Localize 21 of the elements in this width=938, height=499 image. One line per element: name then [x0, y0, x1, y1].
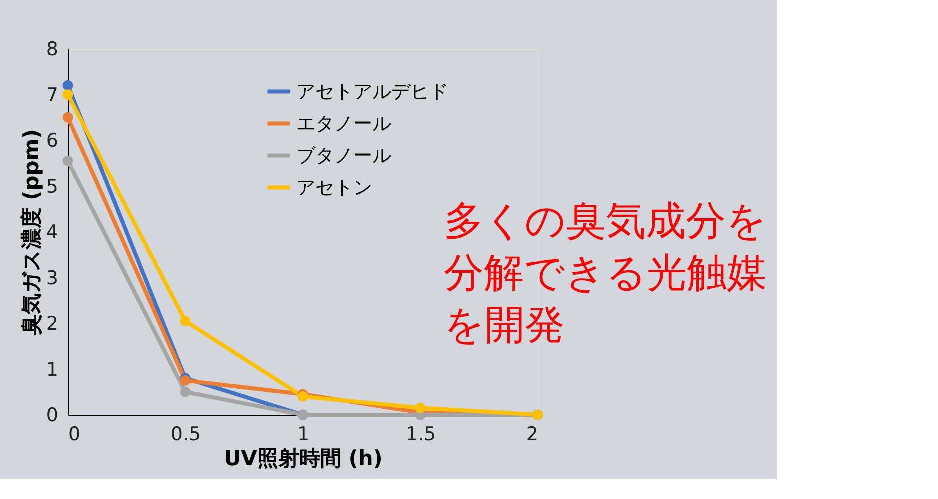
legend-label: アセトアルデヒド [296, 80, 448, 103]
x-tick-label: 2 [526, 424, 538, 446]
y-tick-label: 6 [46, 130, 58, 152]
y-tick-label: 4 [46, 222, 58, 244]
x-tick-label: 0 [68, 424, 81, 446]
y-tick-label: 3 [46, 267, 58, 290]
x-tick-label: 0.5 [170, 424, 202, 446]
x-axis-title: UV照射時間 (h) [224, 446, 383, 470]
y-axis-title: 臭気ガス濃度 (ppm) [19, 129, 44, 337]
x-tick-label: 1.5 [406, 424, 436, 446]
y-tick-label: 8 [46, 38, 58, 60]
legend-label: ブタノール [296, 144, 392, 167]
y-tick-label: 5 [46, 176, 58, 198]
y-tick-label: 7 [46, 84, 58, 106]
y-tick-label: 2 [46, 313, 58, 335]
y-tick-label: 0 [46, 404, 58, 426]
legend-label: アセトン [296, 176, 372, 199]
x-tick-label: 1 [297, 424, 310, 446]
legend-label: エタノール [296, 112, 392, 135]
y-tick-label: 1 [46, 358, 58, 381]
annotation: 多くの臭気成分を分解できる光触媒を開発 [444, 198, 767, 349]
